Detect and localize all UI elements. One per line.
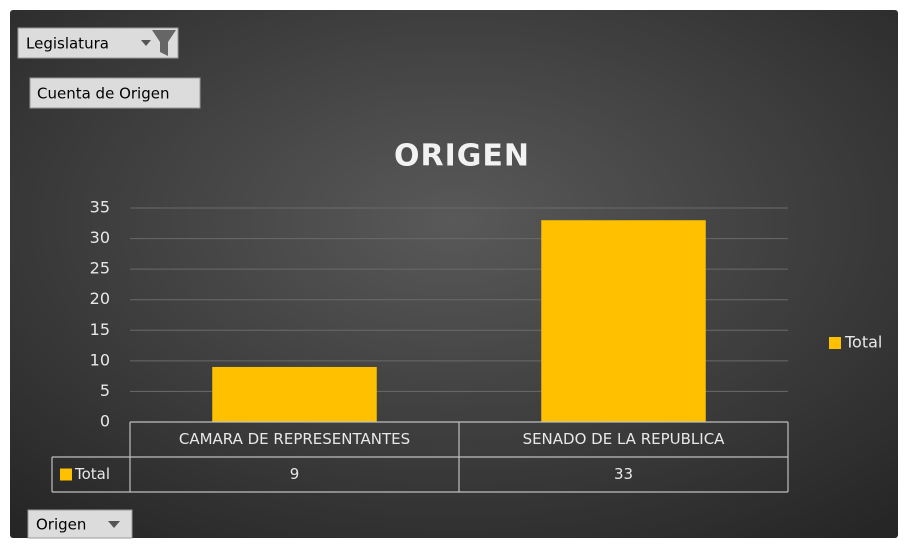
axis-field-button[interactable]: Origen [27,509,133,539]
y-tick-label: 5 [100,381,110,400]
filter-button[interactable]: Legislatura [17,27,179,59]
y-tick-label: 0 [100,412,110,431]
bar [541,220,706,422]
legend-label: Total [844,333,882,352]
y-tick-label: 10 [90,350,110,369]
table-series-label: Total [74,465,110,483]
table-value: 33 [614,465,633,483]
value-field-button[interactable]: Cuenta de Origen [29,77,201,109]
bar [212,366,377,422]
legend-key [829,337,841,349]
filter-label: Legislatura [26,35,109,53]
x-tick-label: SENADO DE LA REPUBLICA [523,430,726,448]
y-tick-label: 15 [90,320,110,339]
table-value: 9 [290,465,300,483]
x-tick-label: CAMARA DE REPRESENTANTES [179,430,410,448]
table-legend-key [60,468,72,481]
axis-field-label: Origen [36,516,86,534]
chart-title: ORIGEN [394,139,530,174]
y-tick-label: 25 [90,259,110,278]
y-tick-label: 35 [90,198,110,217]
value-field-label: Cuenta de Origen [37,85,169,103]
y-tick-label: 30 [90,228,110,247]
y-tick-label: 20 [90,289,110,308]
